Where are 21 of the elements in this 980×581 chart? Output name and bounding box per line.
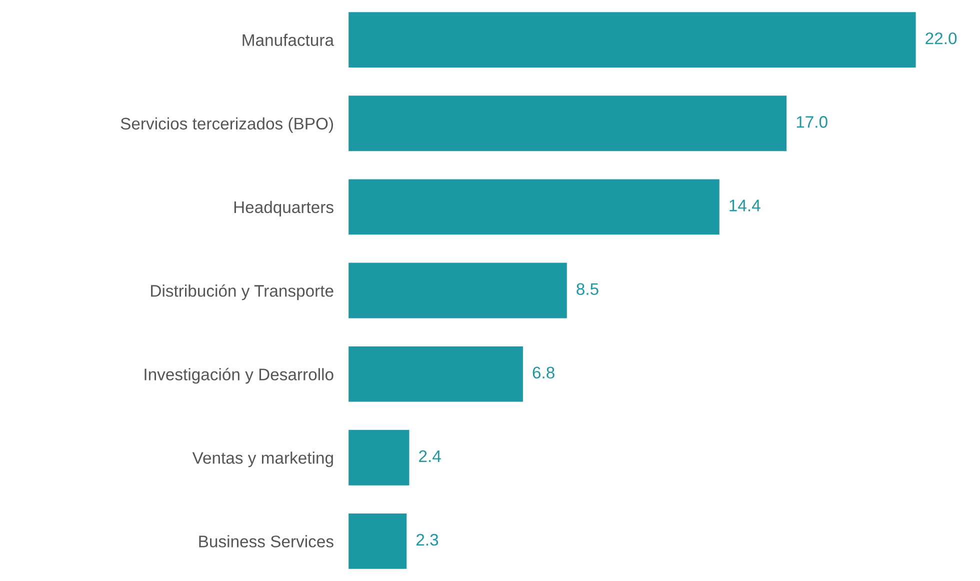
y-tick-label: Ventas y marketing xyxy=(192,452,333,468)
bar xyxy=(348,10,918,69)
y-tick-label: Business Services xyxy=(199,535,334,548)
data-label: 2.3 xyxy=(416,534,438,546)
bar xyxy=(348,512,408,570)
y-tick-label: Servicios tercerizados (BPO) xyxy=(120,117,333,133)
data-label: 8.5 xyxy=(576,283,598,295)
bar xyxy=(348,428,411,487)
data-label: 17.0 xyxy=(796,116,828,128)
bar xyxy=(348,178,721,236)
y-tick-label: Manufactura xyxy=(242,34,334,46)
data-label: 6.8 xyxy=(532,366,554,379)
data-label: 14.4 xyxy=(730,200,760,212)
y-tick-label: Headquarters xyxy=(234,200,334,216)
y-tick-label: Investigación y Desarrollo xyxy=(144,368,334,384)
bar xyxy=(348,261,568,320)
bar xyxy=(348,344,524,404)
bar xyxy=(348,94,788,152)
data-label: 22.0 xyxy=(926,32,957,44)
y-tick-label: Distribución y Transporte xyxy=(151,284,334,300)
data-label: 2.4 xyxy=(419,450,441,462)
